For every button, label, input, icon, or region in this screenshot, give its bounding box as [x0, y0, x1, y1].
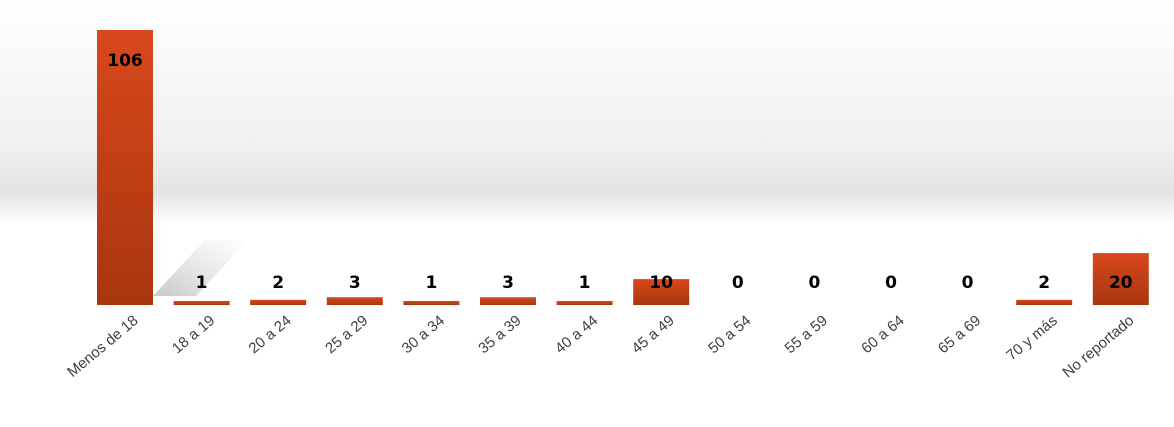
- bar-shadow: [153, 240, 248, 296]
- bar: [403, 301, 460, 305]
- bar: [326, 297, 383, 305]
- data-label: 3: [502, 273, 514, 293]
- x-tick-label: Menos de 18: [64, 312, 141, 381]
- x-tick-label: No reportado: [1059, 312, 1137, 381]
- bar: [97, 30, 153, 305]
- x-tick-label: 18 a 19: [169, 312, 218, 357]
- data-label: 20: [1109, 273, 1133, 293]
- bar: [1092, 253, 1149, 305]
- x-tick-label: 50 a 54: [705, 312, 754, 357]
- data-label: 0: [732, 273, 744, 293]
- x-tick-label: 30 a 34: [399, 312, 448, 357]
- data-label: 0: [885, 273, 897, 293]
- x-tick-label: 20 a 24: [246, 312, 295, 357]
- x-tick-label: 25 a 29: [322, 312, 371, 357]
- plot-background: [0, 0, 1174, 310]
- data-label: 1: [196, 273, 208, 293]
- data-label: 10: [649, 273, 673, 293]
- bar: [633, 279, 690, 305]
- x-tick-label: 45 a 49: [629, 312, 678, 357]
- data-label: 0: [962, 273, 974, 293]
- x-tick-label: 65 a 69: [935, 312, 984, 357]
- x-tick-label: 70 y más: [1003, 312, 1061, 364]
- bar: [250, 299, 307, 305]
- data-label: 2: [272, 273, 284, 293]
- data-label: 2: [1038, 273, 1050, 293]
- data-label: 106: [107, 51, 143, 71]
- data-label: 1: [425, 273, 437, 293]
- data-label: 1: [579, 273, 591, 293]
- x-tick-label: 35 a 39: [475, 312, 524, 357]
- data-label: 0: [808, 273, 820, 293]
- x-tick-label: 60 a 64: [858, 312, 907, 357]
- data-label: 3: [349, 273, 361, 293]
- bar: [480, 297, 536, 305]
- bar: [556, 301, 613, 305]
- x-tick-label: 40 a 44: [552, 312, 601, 357]
- x-tick-label: 55 a 59: [782, 312, 831, 357]
- bar: [173, 301, 230, 305]
- bar: [1016, 299, 1073, 305]
